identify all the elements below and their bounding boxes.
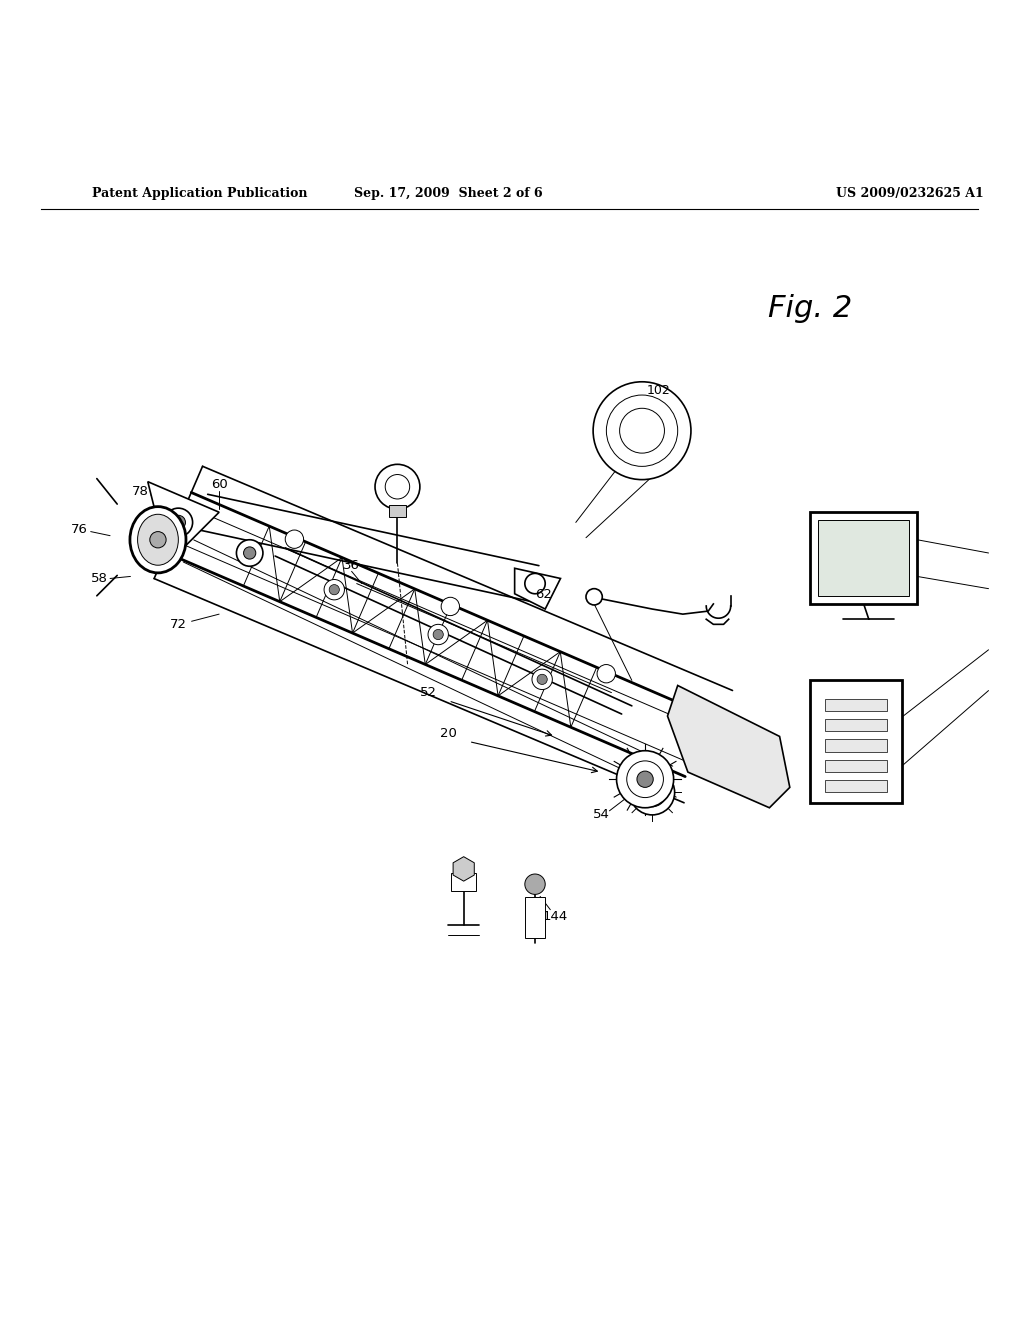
Bar <box>810 512 918 605</box>
Circle shape <box>532 669 552 689</box>
Text: 52: 52 <box>420 686 436 700</box>
Text: 62: 62 <box>535 589 552 602</box>
Bar <box>825 780 887 792</box>
Text: 60: 60 <box>211 478 227 491</box>
Text: 78: 78 <box>132 486 150 499</box>
Text: 76: 76 <box>71 523 88 536</box>
Bar <box>389 506 406 517</box>
Circle shape <box>428 624 449 644</box>
Ellipse shape <box>130 507 186 573</box>
Polygon shape <box>147 482 219 564</box>
Circle shape <box>324 579 344 599</box>
Circle shape <box>329 585 339 595</box>
Text: 144: 144 <box>543 911 568 923</box>
Bar <box>525 898 545 939</box>
Polygon shape <box>668 685 790 808</box>
Polygon shape <box>453 857 474 882</box>
Bar <box>825 739 887 751</box>
Circle shape <box>586 589 602 605</box>
Bar <box>818 520 909 595</box>
Circle shape <box>375 465 420 510</box>
Text: Fig. 2: Fig. 2 <box>768 294 852 323</box>
Circle shape <box>525 573 545 594</box>
Text: 20: 20 <box>440 727 457 741</box>
Circle shape <box>593 381 691 479</box>
Text: 58: 58 <box>91 572 109 585</box>
Circle shape <box>630 770 675 814</box>
Bar <box>825 760 887 772</box>
Bar <box>825 698 887 711</box>
Text: 102: 102 <box>647 384 671 397</box>
Circle shape <box>150 532 166 548</box>
Text: Patent Application Publication: Patent Application Publication <box>92 186 307 199</box>
Polygon shape <box>515 569 560 609</box>
Text: 72: 72 <box>170 618 186 631</box>
Circle shape <box>525 874 545 895</box>
Text: 36: 36 <box>343 558 360 572</box>
Circle shape <box>637 771 653 788</box>
Circle shape <box>597 664 615 682</box>
Text: 54: 54 <box>593 808 609 821</box>
Circle shape <box>433 630 443 640</box>
Ellipse shape <box>137 515 178 565</box>
Text: Sep. 17, 2009  Sheet 2 of 6: Sep. 17, 2009 Sheet 2 of 6 <box>354 186 543 199</box>
Circle shape <box>537 675 547 685</box>
Text: US 2009/0232625 A1: US 2009/0232625 A1 <box>836 186 983 199</box>
Circle shape <box>237 540 263 566</box>
Circle shape <box>441 597 460 615</box>
Circle shape <box>286 531 303 548</box>
Circle shape <box>171 515 185 529</box>
Circle shape <box>164 508 193 537</box>
Bar <box>452 873 476 891</box>
Bar <box>810 680 902 803</box>
Bar <box>825 719 887 731</box>
Circle shape <box>616 751 674 808</box>
Circle shape <box>244 546 256 560</box>
